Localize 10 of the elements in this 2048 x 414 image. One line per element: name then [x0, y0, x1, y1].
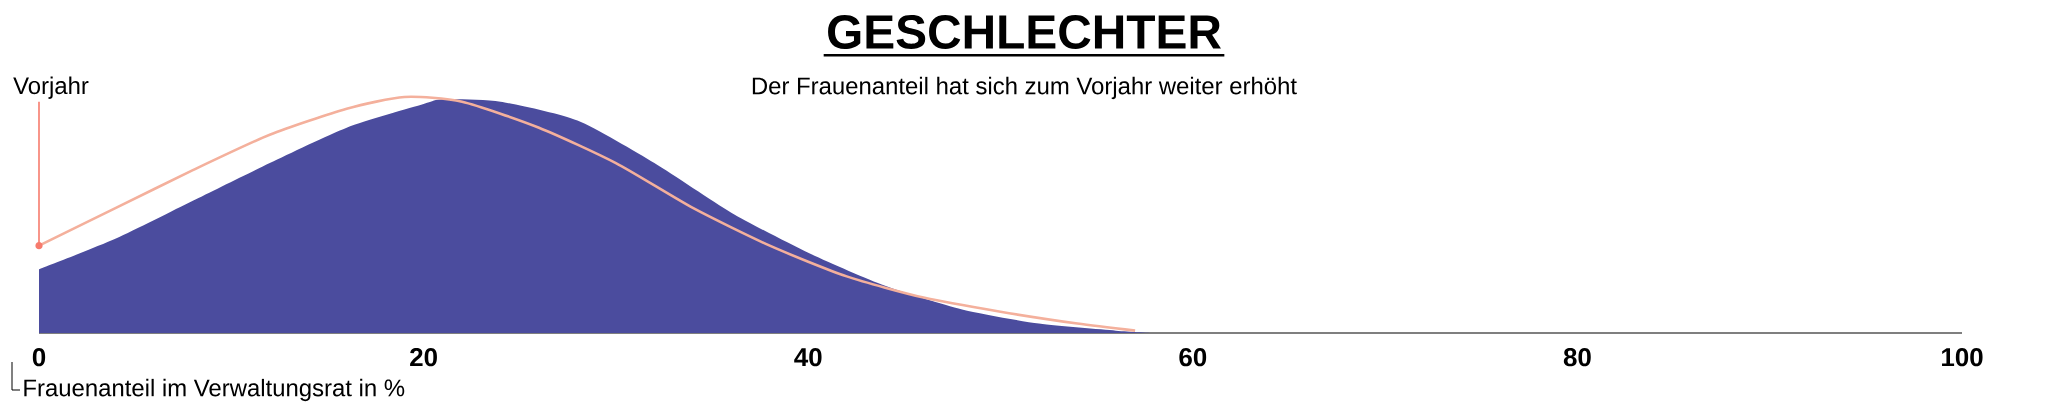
chart-subtitle: Der Frauenanteil hat sich zum Vorjahr weiter erhöht [752, 76, 1297, 100]
x-axis-title: Frauenanteil im Verwaltungsrat in % [24, 378, 405, 402]
x-tick-label: 0 [32, 348, 46, 367]
x-tick-label: 40 [794, 348, 822, 367]
chart-title: GESCHLECHTER [828, 15, 1221, 49]
text: Vorjahr [13, 76, 89, 99]
x-tick-label: 80 [1563, 348, 1591, 367]
x-tick-label: 100 [1942, 348, 1983, 367]
x-tick-label: 20 [410, 348, 437, 367]
x-tick-label: 60 [1179, 348, 1207, 367]
